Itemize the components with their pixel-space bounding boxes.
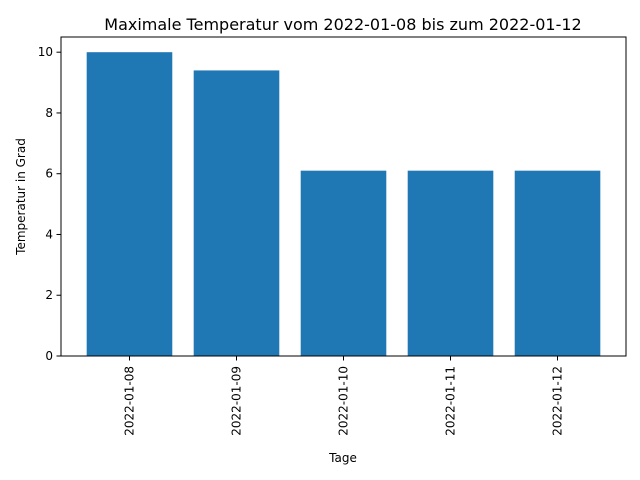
x-axis-label: Tage: [328, 451, 357, 465]
bar-2022-01-10: [300, 170, 387, 356]
y-tick-label: 0: [45, 349, 53, 363]
bar-2022-01-09: [193, 70, 280, 357]
plot-frame: [60, 36, 627, 357]
y-tick-label: 2: [45, 288, 53, 302]
x-axis: 2022-01-08 2022-01-09 2022-01-10 2022-01-11…: [122, 356, 565, 436]
x-tick-label: 2022-01-09: [229, 366, 243, 436]
y-tick-label: 4: [45, 227, 53, 241]
y-tick-label: 8: [45, 106, 53, 120]
x-tick-label: 2022-01-08: [122, 366, 136, 436]
y-axis-label: Temperatur in Grad: [14, 138, 28, 256]
y-axis: 0 2 4 6 8 10: [38, 45, 61, 363]
chart-title: Maximale Temperatur vom 2022-01-08 bis z…: [104, 15, 581, 34]
bar-2022-01-12: [514, 170, 601, 356]
bar-2022-01-11: [407, 170, 494, 356]
x-tick-label: 2022-01-12: [551, 366, 565, 436]
y-tick-label: 6: [45, 167, 53, 181]
x-tick-label: 2022-01-11: [444, 366, 458, 436]
bar-2022-01-08: [86, 52, 173, 356]
y-tick-label: 10: [38, 45, 53, 59]
bars-group: [86, 52, 601, 357]
x-tick-label: 2022-01-10: [337, 366, 351, 436]
